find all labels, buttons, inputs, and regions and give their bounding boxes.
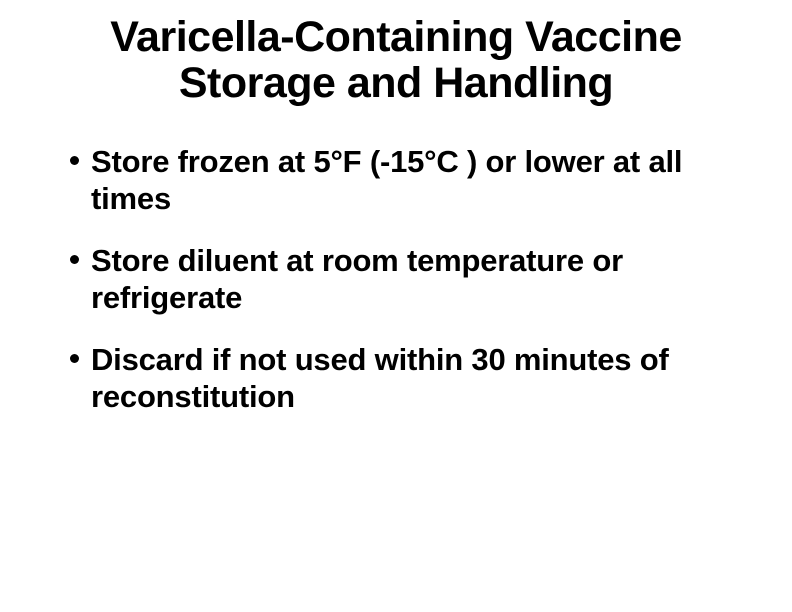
bullet-icon (70, 156, 79, 165)
slide: Varicella-Containing Vaccine Storage and… (0, 0, 792, 612)
bullet-icon (70, 354, 79, 363)
list-item: Store diluent at room temperature or ref… (70, 243, 730, 316)
title-line-2: Storage and Handling (179, 59, 613, 107)
bullet-text: Store diluent at room temperature or ref… (91, 243, 730, 316)
bullet-text: Discard if not used within 30 minutes of… (91, 342, 730, 415)
list-item: Store frozen at 5°F (-15°C ) or lower at… (70, 144, 730, 217)
bullet-list: Store frozen at 5°F (-15°C ) or lower at… (70, 144, 730, 441)
bullet-icon (70, 255, 79, 264)
list-item: Discard if not used within 30 minutes of… (70, 342, 730, 415)
bullet-text: Store frozen at 5°F (-15°C ) or lower at… (91, 144, 730, 217)
title-line-1: Varicella-Containing Vaccine (110, 13, 682, 61)
slide-title: Varicella-Containing Vaccine Storage and… (0, 14, 792, 107)
